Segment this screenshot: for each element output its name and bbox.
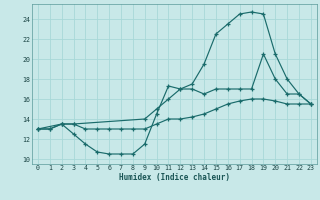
X-axis label: Humidex (Indice chaleur): Humidex (Indice chaleur) [119, 173, 230, 182]
